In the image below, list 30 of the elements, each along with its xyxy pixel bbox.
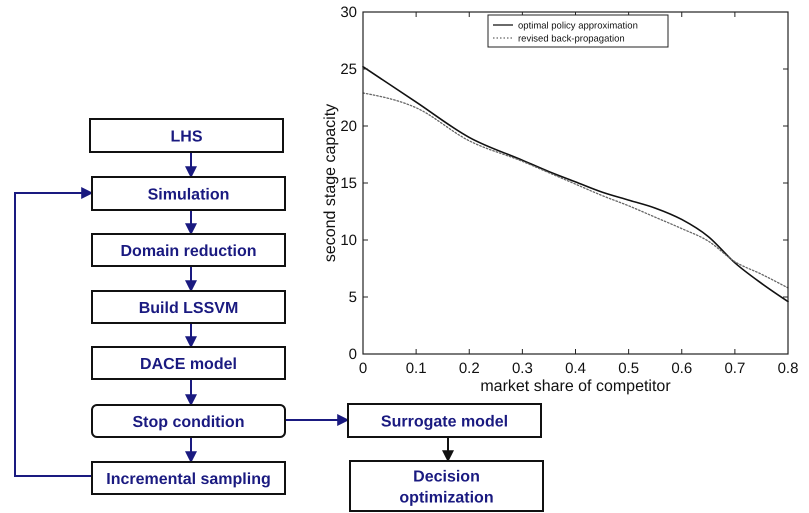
y-tick-label: 30 bbox=[340, 4, 357, 21]
y-tick-label: 20 bbox=[340, 118, 357, 135]
text: Decision optimization bbox=[399, 468, 494, 506]
text: Incremental sampling bbox=[106, 471, 271, 488]
x-tick-label: 0.4 bbox=[565, 360, 586, 377]
text: Simulation bbox=[148, 186, 230, 204]
x-tick-label: 0.8 bbox=[778, 360, 798, 377]
text: LHS bbox=[170, 128, 203, 146]
y-tick-label: 5 bbox=[348, 289, 357, 306]
text: Domain reduction bbox=[120, 243, 257, 260]
y-axis-title: second stage capacity bbox=[322, 104, 339, 262]
x-axis-title: market share of competitor bbox=[480, 378, 672, 395]
x-tick-label: 0.3 bbox=[512, 360, 533, 377]
text: Build LSSVM bbox=[138, 300, 238, 317]
y-tick-label: 15 bbox=[340, 175, 357, 192]
y-tick-label: 0 bbox=[348, 346, 357, 363]
legend-label: revised back-propagation bbox=[518, 34, 625, 44]
y-tick-label: 25 bbox=[340, 61, 357, 78]
y-tick-label: 10 bbox=[340, 232, 357, 249]
text: Stop condition bbox=[132, 414, 244, 431]
line-series bbox=[362, 66, 789, 302]
x-tick-label: 0.5 bbox=[618, 360, 640, 377]
x-tick-label: 0.7 bbox=[724, 360, 746, 377]
legend-label: optimal policy approximation bbox=[518, 20, 638, 32]
x-tick-label: 0.1 bbox=[406, 360, 427, 377]
line-series bbox=[362, 92, 789, 289]
text: DACE model bbox=[140, 356, 237, 373]
text: Surrogate model bbox=[380, 414, 508, 430]
x-tick-label: 0.6 bbox=[671, 360, 692, 377]
x-tick-label: 0.2 bbox=[458, 360, 480, 377]
